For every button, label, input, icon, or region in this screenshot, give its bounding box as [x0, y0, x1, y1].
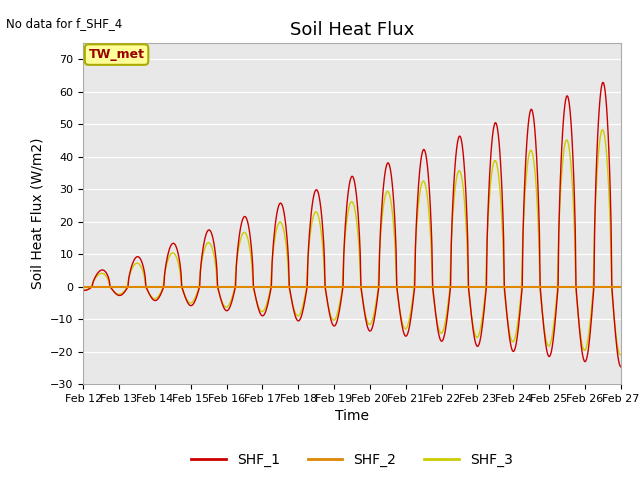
SHF_2 — [79, 284, 87, 289]
SHF_2 — [197, 284, 205, 289]
SHF_2 — [396, 284, 404, 289]
SHF_3 — [197, 262, 205, 268]
SHF_3 — [79, 287, 87, 293]
SHF_2 — [344, 284, 351, 289]
SHF_1 — [79, 288, 87, 293]
SHF_3 — [599, 127, 607, 132]
SHF_1 — [344, 195, 351, 201]
SHF_2 — [220, 284, 228, 289]
SHF_2 — [617, 284, 625, 289]
SHF_3 — [396, 307, 404, 313]
SHF_2 — [449, 284, 457, 289]
SHF_1 — [449, 201, 457, 206]
SHF_3 — [616, 352, 624, 358]
SHF_2 — [568, 284, 575, 289]
SHF_1 — [617, 364, 625, 370]
X-axis label: Time: Time — [335, 409, 369, 423]
SHF_3 — [344, 213, 351, 218]
SHF_1 — [396, 308, 404, 314]
Line: SHF_3: SHF_3 — [83, 130, 621, 355]
Title: Soil Heat Flux: Soil Heat Flux — [290, 21, 414, 39]
SHF_1 — [599, 80, 607, 85]
Text: TW_met: TW_met — [88, 48, 145, 61]
Y-axis label: Soil Heat Flux (W/m2): Soil Heat Flux (W/m2) — [31, 138, 44, 289]
SHF_1 — [220, 306, 228, 312]
SHF_1 — [197, 260, 205, 265]
SHF_3 — [617, 352, 625, 358]
Legend: SHF_1, SHF_2, SHF_3: SHF_1, SHF_2, SHF_3 — [186, 447, 518, 472]
SHF_3 — [568, 169, 575, 175]
SHF_3 — [220, 303, 228, 309]
Line: SHF_1: SHF_1 — [83, 83, 621, 367]
SHF_1 — [568, 127, 575, 133]
Text: No data for f_SHF_4: No data for f_SHF_4 — [6, 17, 123, 30]
SHF_3 — [449, 213, 457, 218]
